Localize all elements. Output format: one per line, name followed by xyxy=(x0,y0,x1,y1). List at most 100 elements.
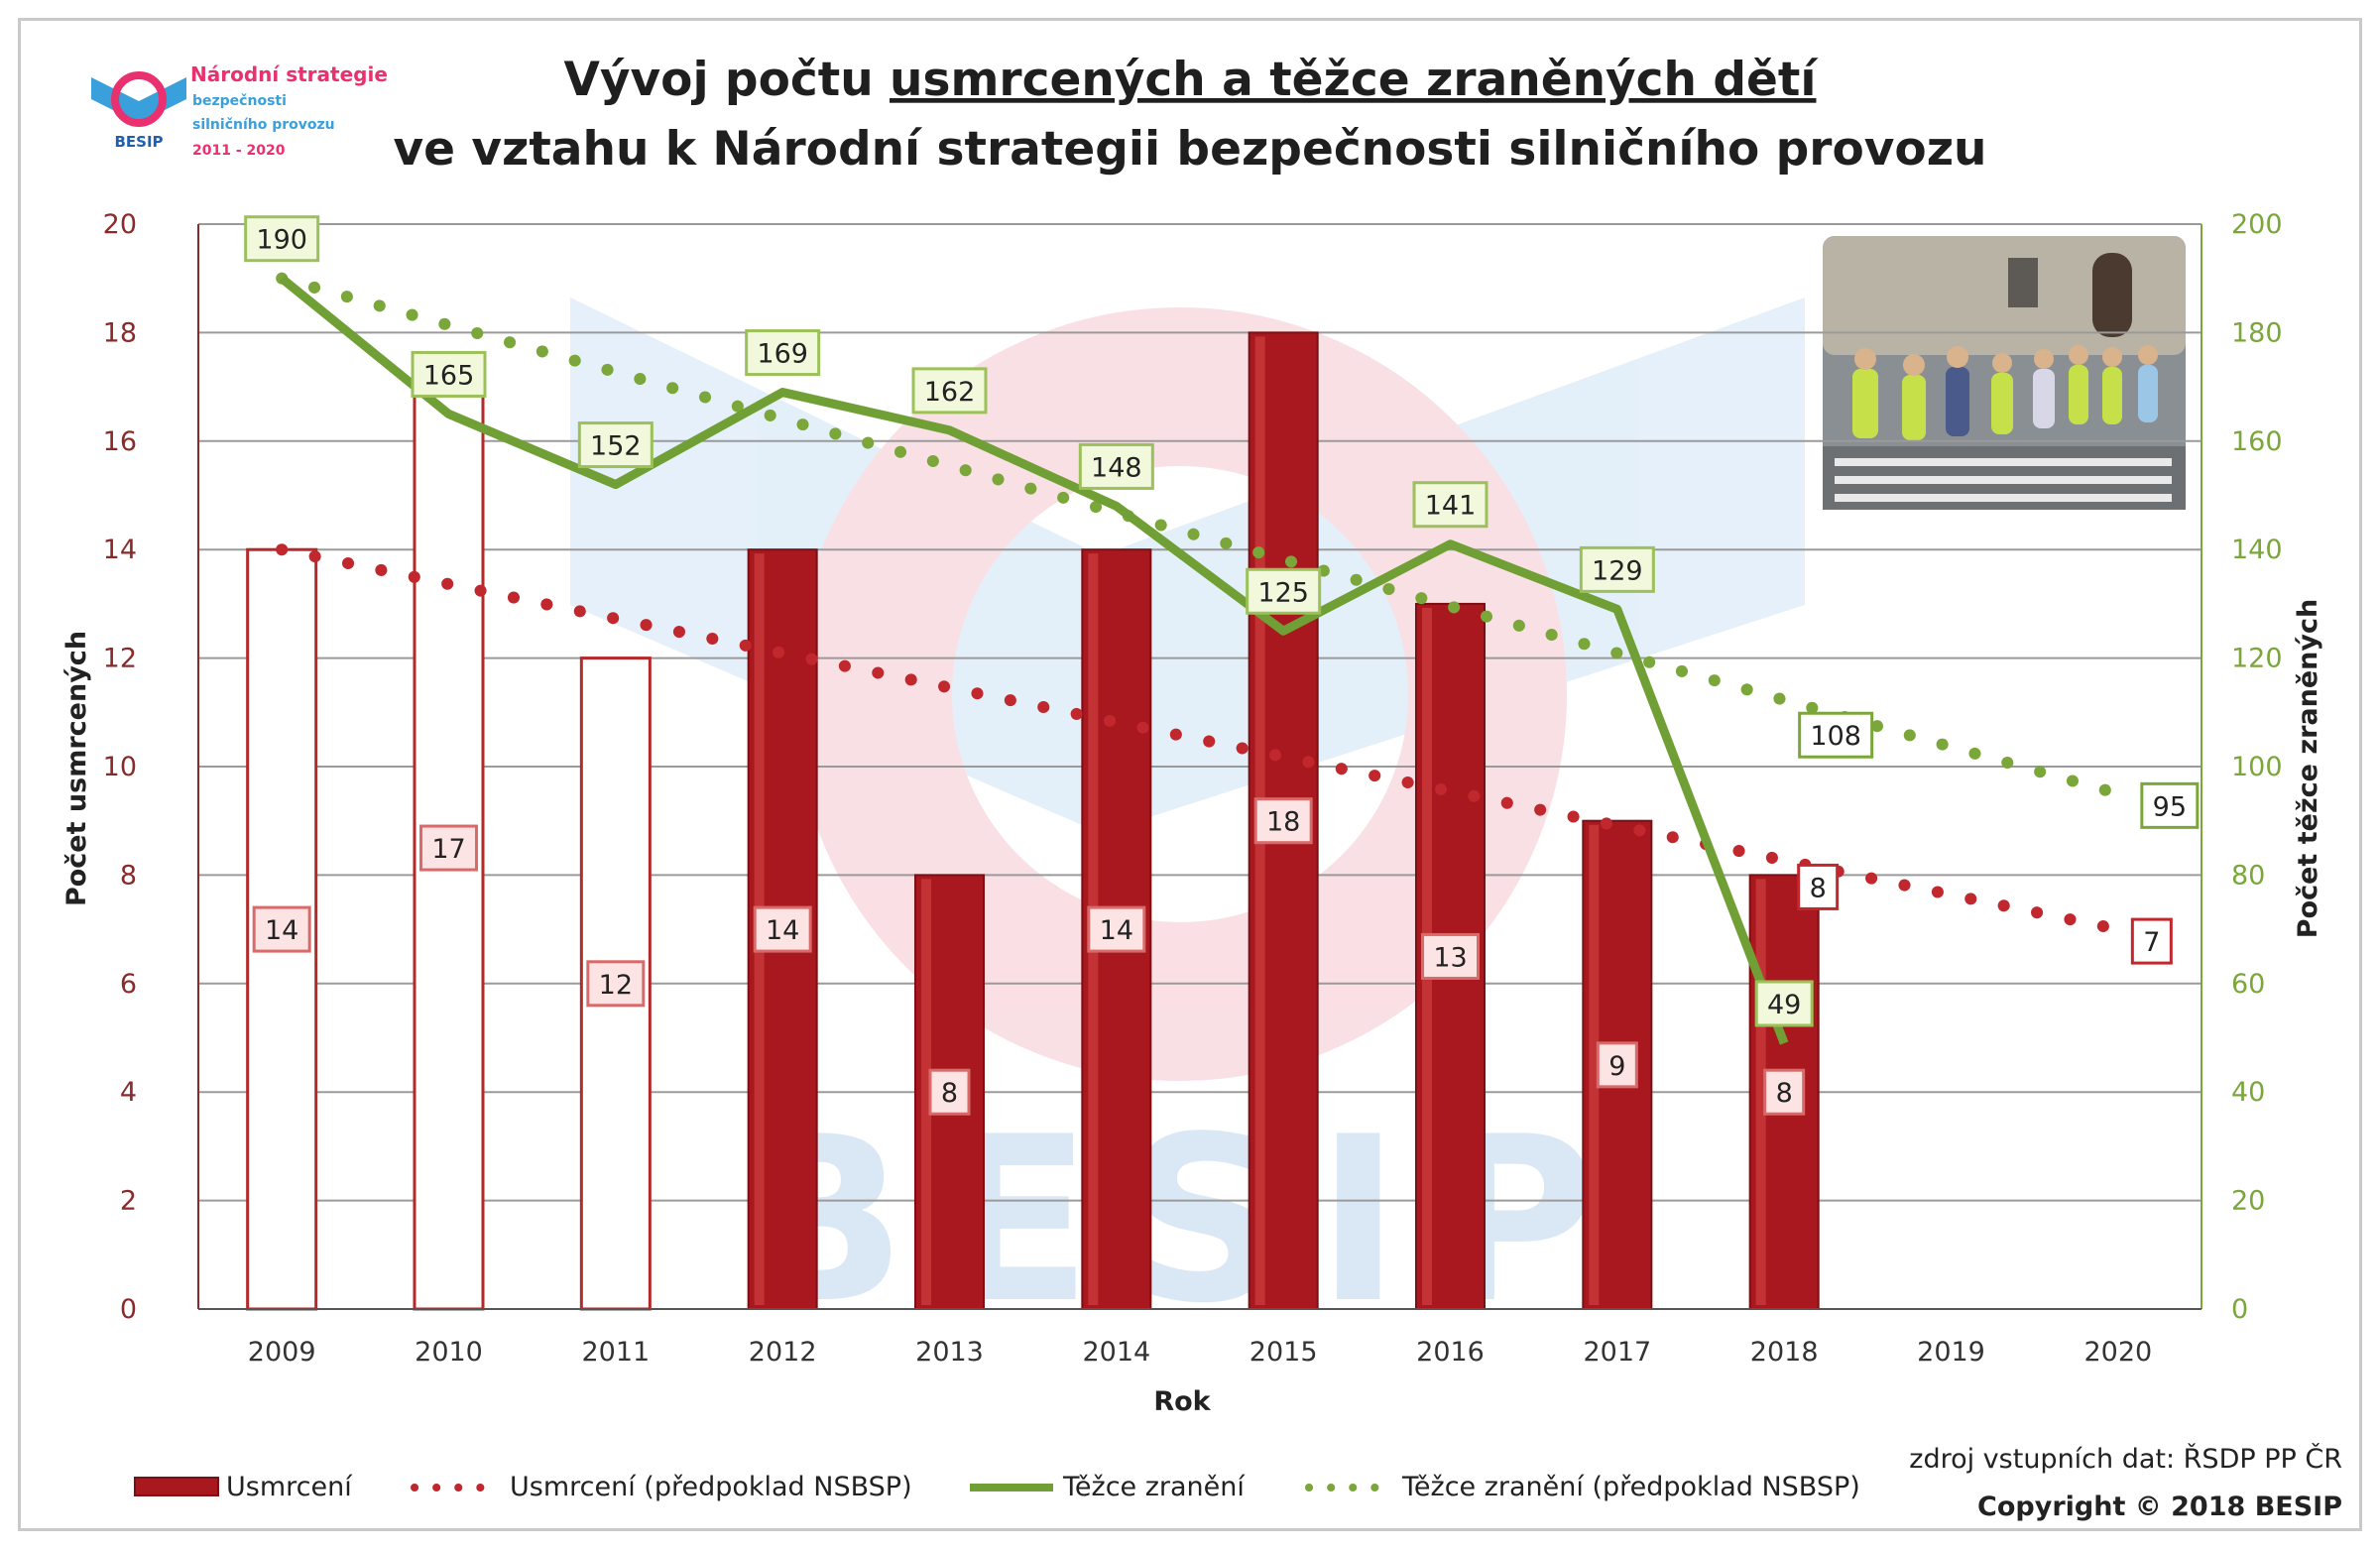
logo-line1: Národní strategie xyxy=(190,62,388,86)
data-label-usmrceni-2014: 14 xyxy=(1087,905,1146,953)
legend-label-usmrceni: Usmrcení xyxy=(226,1472,353,1502)
data-label-usmrceni-2016-text: 13 xyxy=(1433,942,1467,973)
data-label-tezce-zraneni-2018: 49 xyxy=(1754,980,1814,1027)
data-label-usmrceni-2017-text: 9 xyxy=(1608,1051,1625,1082)
data-label-usmrceni-predpoklad-2018-box xyxy=(1797,863,1840,910)
data-label-tezce-zraneni-predpoklad-2020-text: 95 xyxy=(2153,791,2187,822)
legend-bar-swatch xyxy=(134,1477,219,1496)
data-label-usmrceni-2018-box xyxy=(1763,1068,1806,1116)
data-label-usmrceni-2009-box xyxy=(252,905,311,953)
x-axis-title: Rok xyxy=(1153,1386,1211,1417)
x-tick-label: 2013 xyxy=(915,1337,984,1368)
photo-window xyxy=(2008,258,2038,307)
data-label-tezce-zraneni-2016-box xyxy=(1412,481,1488,529)
data-label-usmrceni-2010-box xyxy=(419,824,478,872)
data-label-usmrceni-2018-text: 8 xyxy=(1776,1078,1793,1109)
y2-tick-label: 60 xyxy=(2231,969,2265,1000)
source-note: zdroj vstupních dat: ŘSDP PP ČR xyxy=(1909,1443,2342,1475)
data-label-tezce-zraneni-2016: 141 xyxy=(1412,481,1488,529)
data-label-tezce-zraneni-2016-text: 141 xyxy=(1425,491,1477,522)
data-label-usmrceni-2017: 9 xyxy=(1596,1041,1638,1089)
data-label-tezce-zraneni-2014-box xyxy=(1078,442,1154,490)
x-tick-label: 2015 xyxy=(1250,1337,1318,1368)
y-tick-label: 8 xyxy=(120,860,137,891)
data-label-tezce-zraneni-predpoklad-2020: 95 xyxy=(2140,781,2200,829)
data-label-usmrceni-2012: 14 xyxy=(753,905,812,953)
y-tick-label: 10 xyxy=(103,752,137,782)
legend-label-tezce-zraneni: Těžce zranění xyxy=(1062,1472,1246,1502)
data-label-tezce-zraneni-predpoklad-2018-text: 108 xyxy=(1810,721,1861,752)
data-label-tezce-zraneni-2009-box xyxy=(244,215,320,263)
y2-tick-label: 40 xyxy=(2231,1077,2265,1108)
logo-brand: BESIP xyxy=(114,133,163,151)
logo-line3: silničního provozu xyxy=(192,117,335,133)
y2-tick-label: 180 xyxy=(2231,317,2283,348)
data-label-usmrceni-2014-box xyxy=(1087,905,1146,953)
children-crossing-photo xyxy=(1823,236,2186,510)
data-label-usmrceni-2016-box xyxy=(1421,932,1480,980)
x-tick-label: 2019 xyxy=(1917,1337,1985,1368)
data-label-usmrceni-2011-text: 12 xyxy=(599,970,633,1001)
line-tezce-zraneni-predpoklad xyxy=(276,272,2124,800)
photo-crosswalk xyxy=(1835,458,2172,502)
data-label-usmrceni-predpoklad-2018-text: 8 xyxy=(1810,873,1827,903)
data-label-usmrceni-2012-text: 14 xyxy=(766,915,799,946)
data-label-tezce-zraneni-2015-box xyxy=(1246,567,1322,615)
chart-title-underlined: usmrcených a těžce zraněných dětí xyxy=(890,53,1819,107)
data-label-usmrceni-2011: 12 xyxy=(586,960,646,1008)
logo-line4: 2011 - 2020 xyxy=(192,143,286,159)
data-label-tezce-zraneni-2010-text: 165 xyxy=(423,360,475,391)
y2-axis-title: Počet těžce zraněných xyxy=(2293,599,2323,938)
data-label-tezce-zraneni-2012-text: 169 xyxy=(757,339,808,370)
axes: 0246810121416182002040608010012014016018… xyxy=(103,209,2283,1368)
data-label-tezce-zraneni-2014: 148 xyxy=(1078,442,1154,490)
y2-tick-label: 140 xyxy=(2231,535,2283,565)
logo-line2: bezpečnosti xyxy=(192,93,287,109)
x-tick-label: 2020 xyxy=(2083,1337,2152,1368)
y-tick-label: 12 xyxy=(103,644,137,674)
data-label-usmrceni-2015: 18 xyxy=(1253,797,1313,845)
data-label-usmrceni-2015-box xyxy=(1253,797,1313,845)
data-label-usmrceni-2009: 14 xyxy=(252,905,311,953)
y2-tick-label: 160 xyxy=(2231,426,2283,457)
photo-door xyxy=(2092,253,2132,337)
data-label-tezce-zraneni-2018-text: 49 xyxy=(1767,990,1801,1020)
data-label-tezce-zraneni-2011: 152 xyxy=(577,421,654,469)
data-label-usmrceni-predpoklad-2020-box xyxy=(2130,917,2173,965)
data-label-usmrceni-predpoklad-2020: 7 xyxy=(2130,917,2173,965)
y-tick-label: 4 xyxy=(120,1077,137,1108)
y2-tick-label: 80 xyxy=(2231,860,2265,891)
legend-label-usmrceni-predpoklad: Usmrcení (předpoklad NSBSP) xyxy=(510,1472,912,1502)
chart-title-line1: Vývoj počtu usmrcených a těžce zraněných… xyxy=(564,53,1820,107)
besip-logo: BESIP Národní strategie bezpečnosti siln… xyxy=(91,62,388,159)
data-label-tezce-zraneni-2017-box xyxy=(1579,545,1655,593)
data-label-tezce-zraneni-2015-text: 125 xyxy=(1257,577,1309,608)
legend-label-tezce-zraneni-predpoklad: Těžce zranění (předpoklad NSBSP) xyxy=(1401,1472,1860,1502)
data-label-tezce-zraneni-2009-text: 190 xyxy=(256,225,307,256)
line-tezce-zraneni xyxy=(279,275,1789,1045)
data-label-usmrceni-2009-text: 14 xyxy=(265,915,298,946)
y2-tick-label: 120 xyxy=(2231,644,2283,674)
data-label-tezce-zraneni-predpoklad-2018-box xyxy=(1798,711,1874,759)
data-label-usmrceni-2011-box xyxy=(586,960,646,1008)
chart-title-prefix: Vývoj počtu xyxy=(564,53,891,107)
data-label-tezce-zraneni-2013-text: 162 xyxy=(924,377,976,408)
data-label-usmrceni-2015-text: 18 xyxy=(1266,807,1300,838)
data-label-tezce-zraneni-2014-text: 148 xyxy=(1091,452,1142,483)
bar-highlight xyxy=(1755,879,1766,1305)
data-label-usmrceni-2018: 8 xyxy=(1763,1068,1806,1116)
x-tick-label: 2017 xyxy=(1583,1337,1651,1368)
y-tick-label: 0 xyxy=(120,1294,137,1325)
lines xyxy=(276,272,2124,1045)
data-label-usmrceni-2017-box xyxy=(1596,1041,1638,1089)
data-label-tezce-zraneni-2011-text: 152 xyxy=(590,431,642,462)
watermark-text: BESIP xyxy=(733,1089,1627,1354)
data-label-tezce-zraneni-2010-box xyxy=(411,350,487,398)
legend: Usmrcení Usmrcení (předpoklad NSBSP) Těž… xyxy=(134,1472,1860,1502)
x-tick-label: 2012 xyxy=(749,1337,817,1368)
bar-highlight xyxy=(920,879,931,1305)
data-label-usmrceni-predpoklad-2020-text: 7 xyxy=(2143,927,2160,958)
watermark-circle xyxy=(793,307,1567,1081)
y-tick-label: 16 xyxy=(103,426,137,457)
